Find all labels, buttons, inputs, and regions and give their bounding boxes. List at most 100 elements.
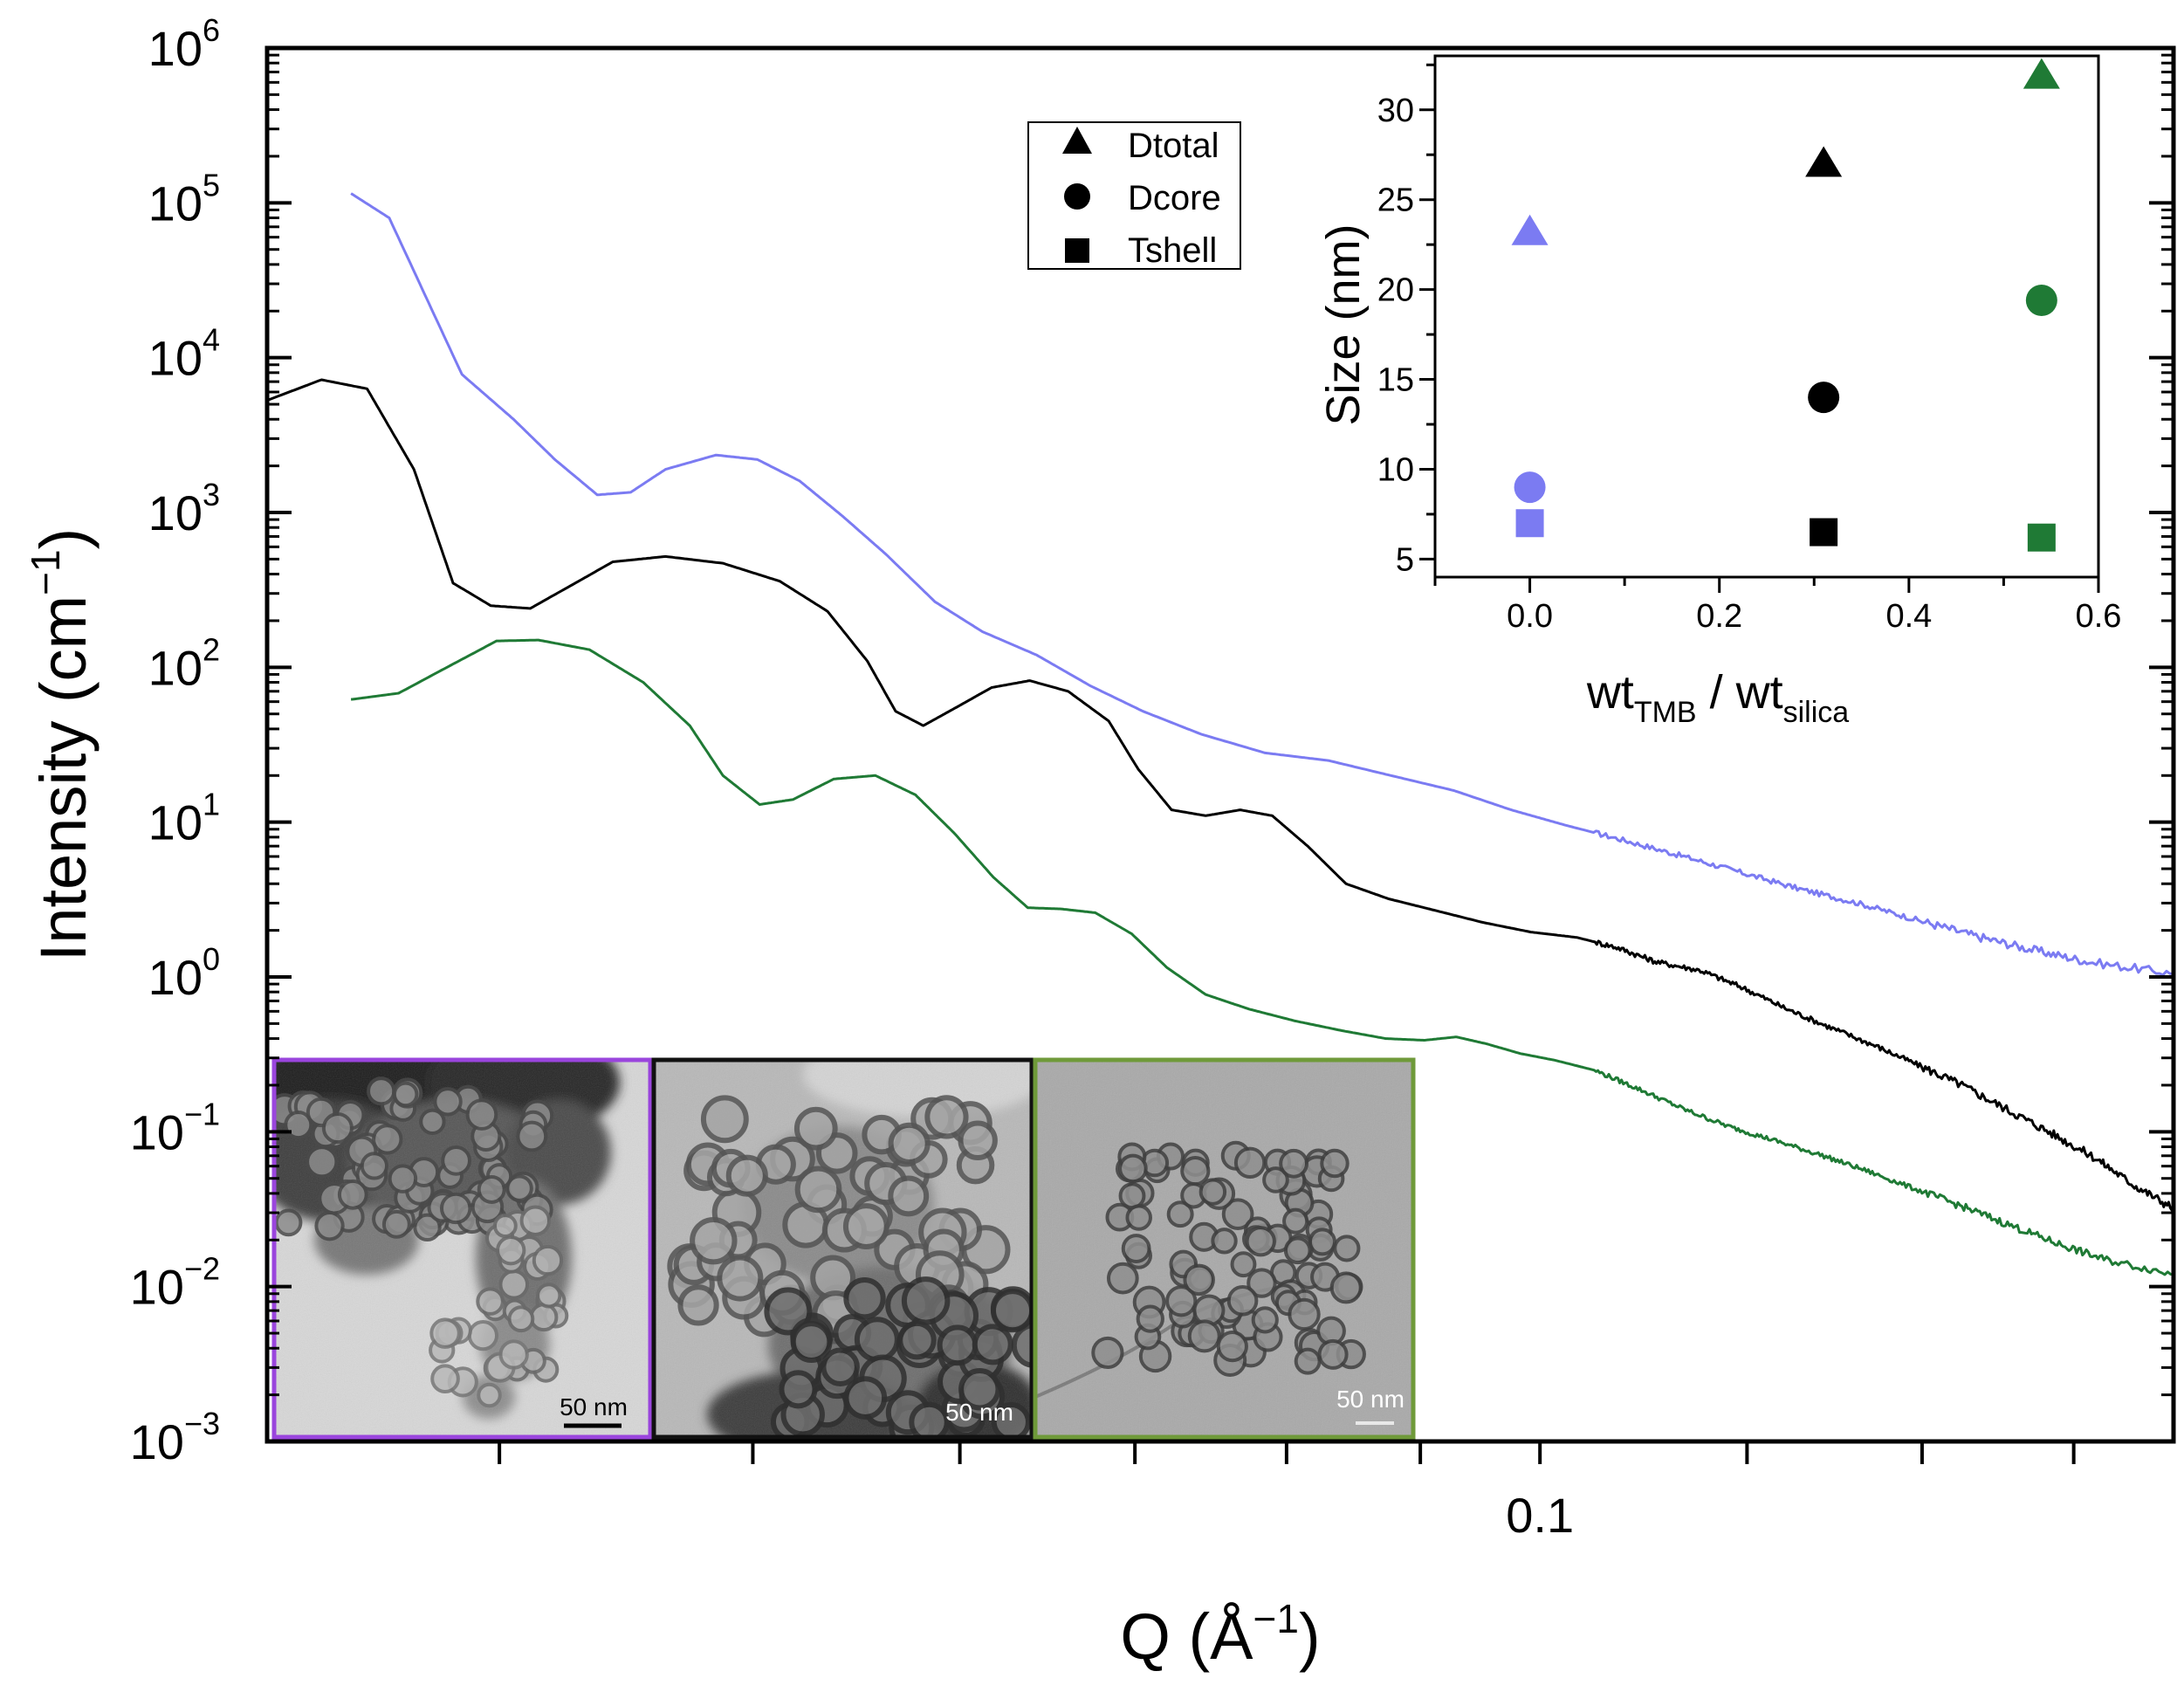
tem-particle [1216,1331,1248,1363]
y-tick-label: 105 [148,167,220,230]
tem-particle [779,1370,818,1409]
tem-particle [725,1154,768,1197]
point-tshell [1515,509,1544,538]
tem-particle [1317,1338,1349,1370]
tem-particle [492,1214,518,1239]
y-tick-label: 10−1 [130,1096,220,1159]
tem-particle [337,1179,368,1210]
tem-image-green-border [1033,1057,1416,1440]
tem1-particles [274,1076,569,1408]
inset-y-tick-label: 5 [1396,541,1414,578]
tem-particle [1245,1226,1276,1257]
inset-y-tick-label: 20 [1377,272,1414,309]
inset-x-tick-label: 0.0 [1507,598,1553,635]
tem-images: 50 nm 50 nm 50 nm [271,1057,1416,1440]
tem-particle [1118,1153,1148,1184]
tem-particle [1211,1228,1238,1255]
tem-particle [972,1324,1013,1365]
tem-particle [937,1324,979,1366]
tem-particle [1283,1236,1312,1265]
tem-particle [392,1081,419,1108]
tem-particle [821,1347,860,1386]
tem-particle [1251,1306,1279,1334]
tem-particle [1262,1166,1289,1193]
legend-label-tshell: Tshell [1128,231,1217,270]
curve-blue [350,192,2174,977]
x-tick-label: 0.1 [1506,1488,1574,1543]
point-dtotal [2023,58,2060,89]
tem-particle [1091,1336,1124,1370]
tem-particle [505,1174,533,1202]
tem-particle [924,1095,969,1139]
y-tick-label: 10−3 [130,1406,220,1469]
tem-particle [529,1303,559,1332]
inset-legend: Dtotal Dcore Tshell [1027,121,1241,270]
tem-particle [496,1235,526,1266]
tem-particle [274,1208,303,1237]
tem-particle [441,1145,471,1176]
tem-particle [413,1213,442,1242]
legend-label-dtotal: Dtotal [1128,127,1219,165]
tem2-particles [667,1095,1032,1437]
tem-particle [843,1276,886,1320]
tem-particle [790,1321,833,1363]
point-dcore [1808,382,1840,414]
curve-black [266,378,2175,1212]
inset-y-tick-label: 15 [1377,362,1414,399]
point-tshell [1810,518,1838,547]
main-curves [266,192,2175,1276]
tem-particle [321,1112,354,1145]
inset-x-tick-label: 0.2 [1696,598,1742,635]
inset-y-tick-label: 10 [1377,451,1414,488]
tem-particle [854,1317,900,1363]
tem-particle [306,1145,339,1179]
inset-x-tick-label: 0.6 [2076,598,2122,635]
inset-axes: 0.0 0.2 0.4 0.6 5 10 15 20 25 30 [1377,63,2122,635]
tem-particle [794,1166,842,1214]
legend-box [1027,121,1241,270]
y-axis-title: Intensity (cm−1) [23,528,100,962]
tem-particle [519,1205,552,1236]
tem-particle [700,1095,749,1144]
tem-particle [1294,1347,1322,1375]
tem-particle [1279,1148,1309,1179]
tem-particle [430,1364,460,1394]
tem-particle [439,1192,472,1225]
tem-particle [888,1175,930,1217]
inset-x-axis-title: wtTMB / wtsilica [1586,666,1849,729]
tem-particle [536,1283,562,1309]
tem-particle [1320,1148,1350,1179]
tem-particle [690,1216,738,1265]
tem-particle [367,1076,396,1106]
inset-y-axis-title: Size (nm) [1317,224,1370,425]
y-tick-label: 104 [148,322,220,386]
point-dtotal [1805,146,1843,177]
y-tick-label: 103 [148,477,220,540]
tem-particle [465,1098,498,1131]
tem-particle [419,1108,446,1136]
tem-particle [991,1402,1031,1437]
tem-particle [314,1211,345,1241]
tem-image-black [654,1060,1032,1437]
tem-particle [516,1120,548,1152]
legend-triangle-icon [1062,127,1092,154]
tem-particle [1221,1198,1254,1231]
tem-particle [1125,1204,1152,1231]
tem-particle [1247,1268,1277,1298]
tem-particle [476,1287,505,1316]
tem-particle [372,1124,403,1155]
tem-particle [990,1289,1032,1333]
tem-particle [901,1276,951,1325]
scale-label-3: 50 nm [1336,1386,1404,1413]
tem-particle [843,1376,888,1420]
tem-particle [388,1164,418,1193]
tem-particle [1165,1285,1198,1317]
tem3-particles [1091,1140,1366,1377]
tem-image-blue-border [271,1057,653,1440]
inset-plot-frame [1433,54,2100,579]
tem-particle [1180,1155,1211,1186]
point-dcore [2025,284,2057,316]
tem-particle [909,1401,950,1437]
inset-x-tick-label: 0.4 [1885,598,1932,635]
